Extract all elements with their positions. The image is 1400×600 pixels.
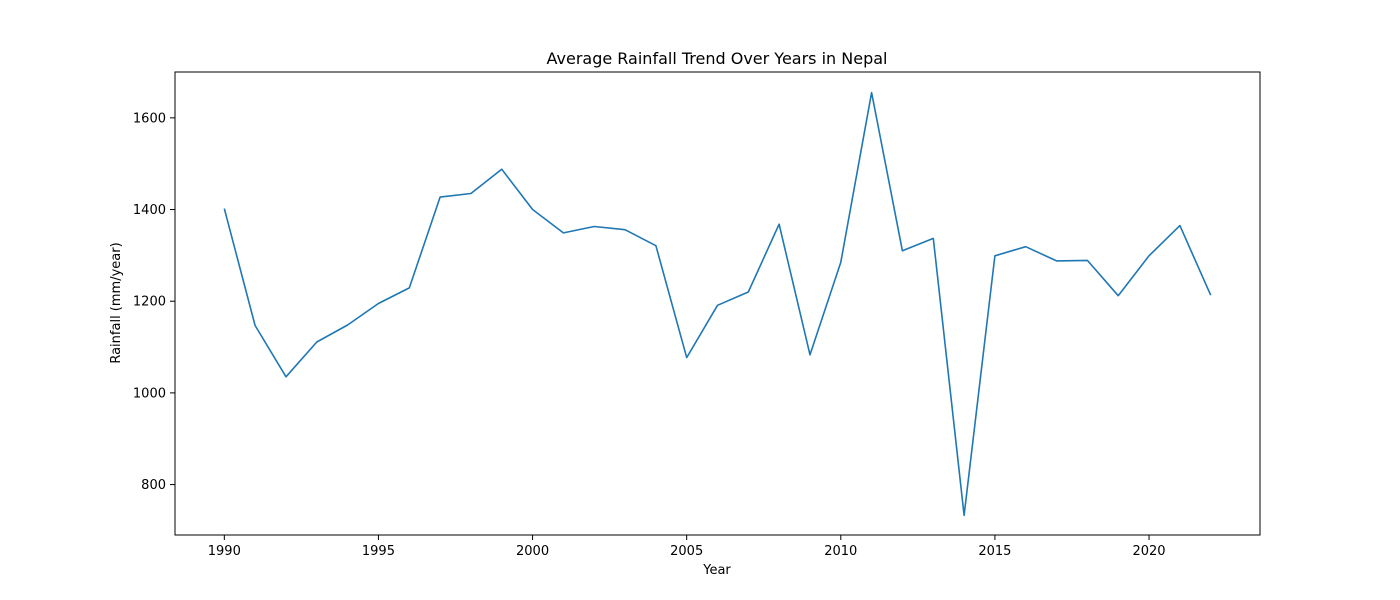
x-tick-label: 2015	[978, 544, 1011, 559]
x-tick-label: 2010	[824, 544, 857, 559]
x-tick-label: 2000	[516, 544, 549, 559]
x-tick-label: 2020	[1132, 544, 1165, 559]
y-tick-label: 1200	[133, 295, 166, 310]
x-axis-label: Year	[702, 563, 731, 578]
y-tick-label: 1000	[133, 386, 166, 401]
chart-title: Average Rainfall Trend Over Years in Nep…	[547, 49, 888, 68]
y-tick-label: 1600	[133, 111, 166, 126]
y-axis-ticks: 800 1000 1200 1400 1600	[133, 111, 175, 493]
plot-area	[224, 92, 1211, 516]
x-tick-label: 1990	[208, 544, 241, 559]
y-axis-label: Rainfall (mm/year)	[109, 242, 124, 363]
plot-frame	[174, 71, 1261, 536]
rainfall-series-line	[223, 91, 1212, 517]
y-tick-label: 800	[141, 478, 166, 493]
x-tick-label: 1995	[362, 544, 395, 559]
x-tick-label: 2005	[670, 544, 703, 559]
y-tick-label: 1400	[133, 203, 166, 218]
x-axis-ticks: 1990 1995 2000 2005 2010 2015 2020	[208, 535, 1166, 559]
